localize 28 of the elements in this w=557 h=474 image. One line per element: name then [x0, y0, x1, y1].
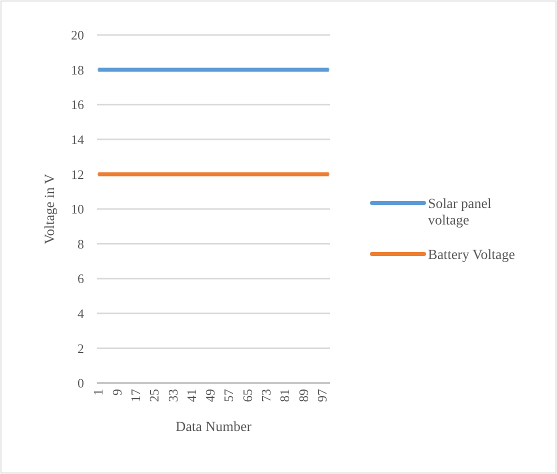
y-tick-label: 2: [78, 340, 84, 356]
y-tick-label: 18: [71, 62, 84, 78]
x-tick-label: 65: [240, 389, 255, 402]
legend-label: Battery Voltage: [428, 248, 515, 263]
y-tick-label: 6: [78, 271, 84, 286]
y-tick-label: 12: [71, 166, 84, 182]
x-tick-label: 41: [184, 389, 199, 402]
y-tick-label: 16: [71, 97, 84, 112]
x-tick-label: 57: [221, 388, 236, 402]
x-axis-title: Data Number: [176, 420, 252, 435]
x-tick-label: 49: [202, 389, 218, 402]
x-tick-label: 33: [165, 389, 180, 402]
y-tick-label: 10: [71, 202, 84, 217]
x-tick-label: 81: [277, 389, 292, 402]
y-tick-label: 8: [78, 236, 84, 252]
x-tick-label: 89: [296, 389, 311, 402]
y-tick-label: 14: [71, 132, 84, 147]
x-tick-label: 9: [109, 389, 124, 396]
x-tick-label: 25: [146, 389, 162, 402]
legend-label: Solar panel voltage: [428, 196, 492, 229]
y-tick-label: 0: [78, 376, 84, 391]
x-tick-label: 97: [314, 388, 330, 402]
y-tick-label: 4: [78, 306, 84, 321]
x-tick-label: 1: [90, 389, 106, 396]
x-tick-label: 73: [258, 389, 274, 402]
x-tick-label: 17: [128, 388, 143, 402]
y-axis-title: Voltage in V: [43, 174, 58, 244]
y-tick-label: 20: [71, 28, 84, 43]
